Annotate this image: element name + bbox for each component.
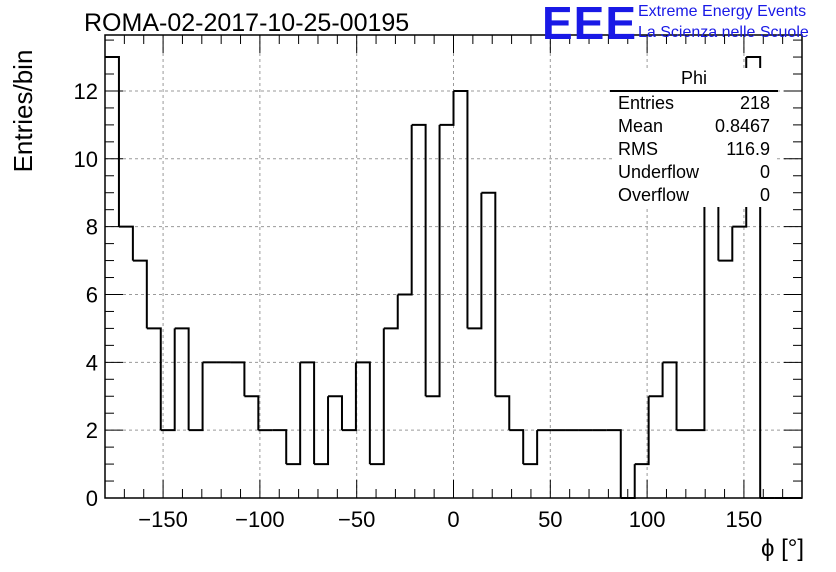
x-tick-label: 150 xyxy=(726,507,763,532)
stats-value: 0 xyxy=(759,185,770,205)
logo-text-line1: Extreme Energy Events xyxy=(638,3,807,20)
histogram-bin xyxy=(453,89,469,329)
x-tick-label: 50 xyxy=(538,507,562,532)
x-tick-label: −50 xyxy=(338,507,375,532)
histogram-bin xyxy=(425,124,441,398)
histogram-bin xyxy=(606,429,622,498)
histogram-bin xyxy=(662,361,678,431)
histogram-bin xyxy=(718,226,734,262)
x-tick-label: 0 xyxy=(447,507,459,532)
stats-label: Entries xyxy=(618,93,675,113)
histogram-bin xyxy=(244,395,260,431)
histogram-bin xyxy=(355,361,371,465)
stats-value: 0 xyxy=(759,162,770,182)
histogram-bin xyxy=(634,396,650,466)
y-tick-label: 12 xyxy=(74,79,98,104)
y-tick-label: 10 xyxy=(74,147,98,172)
histogram-bin xyxy=(300,361,316,465)
y-tick-label: 2 xyxy=(86,418,98,443)
stats-row-entries: Entries 218 xyxy=(612,92,774,115)
histogram-bin xyxy=(105,56,120,227)
stats-title: Phi xyxy=(610,68,778,92)
histogram-bin xyxy=(495,395,511,431)
y-tick-label: 0 xyxy=(86,486,98,511)
histogram-bin xyxy=(160,328,176,432)
eee-logo-mark: EEE xyxy=(542,0,638,49)
histogram-bin xyxy=(439,90,455,126)
histogram-bin xyxy=(523,430,539,466)
histogram-bin xyxy=(467,192,483,330)
x-tick-label: −150 xyxy=(138,507,188,532)
histogram-bin xyxy=(481,191,497,397)
stats-row-rms: RMS 116.9 xyxy=(612,138,774,161)
stats-value: 116.9 xyxy=(726,139,770,159)
histogram-bin xyxy=(146,327,162,431)
histogram-bin xyxy=(509,429,525,465)
stats-row-mean: Mean 0.8467 xyxy=(612,115,774,138)
y-tick-label: 4 xyxy=(86,350,98,375)
histogram-bin xyxy=(383,294,399,330)
histogram-bin xyxy=(174,327,190,431)
stats-label: RMS xyxy=(618,139,658,159)
histogram-bin xyxy=(188,362,204,432)
histogram-bin xyxy=(397,124,413,296)
histogram-bin xyxy=(132,259,148,329)
stats-label: Overflow xyxy=(618,185,690,205)
histogram-bin xyxy=(341,362,357,432)
histogram-bin xyxy=(286,362,302,466)
histogram-bin xyxy=(118,225,134,261)
logo-text-line2: La Scienza nelle Scuole xyxy=(638,24,809,41)
histogram-bin xyxy=(690,192,706,432)
histogram-bin xyxy=(746,56,762,498)
stats-row-overflow: Overflow 0 xyxy=(612,184,774,207)
x-axis-label: ϕ [°] xyxy=(760,535,804,562)
histogram-bin xyxy=(314,396,330,466)
histogram-bin xyxy=(230,361,246,397)
x-tick-label: 100 xyxy=(629,507,666,532)
stats-label: Mean xyxy=(618,116,664,136)
stats-value: 0.8467 xyxy=(714,116,770,136)
histogram-bin xyxy=(648,362,664,398)
y-tick-label: 6 xyxy=(86,282,98,307)
x-tick-label: −100 xyxy=(235,507,285,532)
histogram-bin xyxy=(272,429,288,465)
y-axis-label: Entries/bin xyxy=(8,49,38,173)
y-tick-label: 8 xyxy=(86,215,98,240)
stats-box: Phi Entries 218 Mean 0.8467 RMS 116.9 Un… xyxy=(610,68,778,207)
histogram-bin xyxy=(369,328,385,466)
stats-label: Underflow xyxy=(618,162,700,182)
histogram-bin xyxy=(328,395,343,431)
histogram-bin xyxy=(411,123,427,397)
stats-row-underflow: Underflow 0 xyxy=(612,161,774,184)
stats-value: 218 xyxy=(739,93,770,113)
histogram-title: ROMA-02-2017-10-25-00195 xyxy=(84,9,410,37)
